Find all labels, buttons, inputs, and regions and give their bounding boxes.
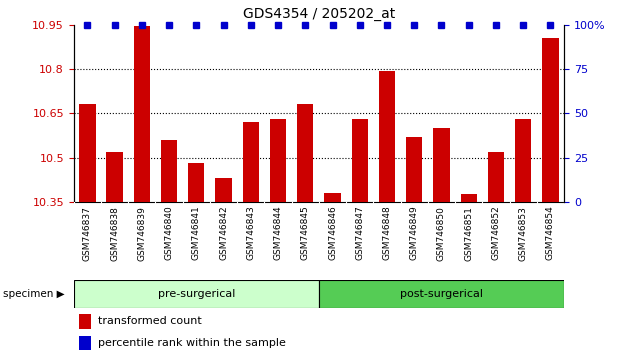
Bar bbox=[79, 336, 91, 350]
Text: GSM746853: GSM746853 bbox=[519, 206, 528, 261]
Text: GSM746838: GSM746838 bbox=[110, 206, 119, 261]
Bar bbox=[188, 164, 204, 202]
Bar bbox=[379, 70, 395, 202]
Text: pre-surgerical: pre-surgerical bbox=[158, 289, 235, 299]
Text: GSM746843: GSM746843 bbox=[246, 206, 255, 261]
Text: GSM746837: GSM746837 bbox=[83, 206, 92, 261]
Text: post-surgerical: post-surgerical bbox=[400, 289, 483, 299]
Bar bbox=[79, 314, 91, 329]
Text: GSM746845: GSM746845 bbox=[301, 206, 310, 261]
Text: GSM746849: GSM746849 bbox=[410, 206, 419, 261]
Bar bbox=[79, 104, 96, 202]
Text: GSM746850: GSM746850 bbox=[437, 206, 446, 261]
Text: GSM746842: GSM746842 bbox=[219, 206, 228, 260]
Text: GSM746846: GSM746846 bbox=[328, 206, 337, 261]
Bar bbox=[74, 280, 319, 308]
Bar bbox=[460, 194, 477, 202]
Text: GSM746839: GSM746839 bbox=[137, 206, 146, 261]
Bar bbox=[270, 119, 286, 202]
Text: GSM746840: GSM746840 bbox=[165, 206, 174, 261]
Bar bbox=[134, 26, 150, 202]
Text: GSM746854: GSM746854 bbox=[546, 206, 555, 261]
Bar bbox=[515, 119, 531, 202]
Text: percentile rank within the sample: percentile rank within the sample bbox=[98, 338, 286, 348]
Bar bbox=[433, 128, 450, 202]
Title: GDS4354 / 205202_at: GDS4354 / 205202_at bbox=[243, 7, 395, 21]
Text: specimen ▶: specimen ▶ bbox=[3, 289, 65, 299]
Text: GSM746851: GSM746851 bbox=[464, 206, 473, 261]
Text: GSM746841: GSM746841 bbox=[192, 206, 201, 261]
Bar bbox=[297, 104, 313, 202]
Text: GSM746847: GSM746847 bbox=[355, 206, 364, 261]
Text: GSM746852: GSM746852 bbox=[492, 206, 501, 261]
Bar bbox=[161, 140, 178, 202]
Bar bbox=[243, 122, 259, 202]
Text: GSM746844: GSM746844 bbox=[274, 206, 283, 260]
Bar bbox=[215, 178, 232, 202]
Text: GSM746848: GSM746848 bbox=[383, 206, 392, 261]
Bar bbox=[106, 152, 123, 202]
Bar bbox=[319, 280, 564, 308]
Bar bbox=[406, 137, 422, 202]
Bar bbox=[324, 193, 341, 202]
Bar bbox=[351, 119, 368, 202]
Bar bbox=[542, 38, 559, 202]
Bar bbox=[488, 152, 504, 202]
Text: transformed count: transformed count bbox=[98, 316, 202, 326]
